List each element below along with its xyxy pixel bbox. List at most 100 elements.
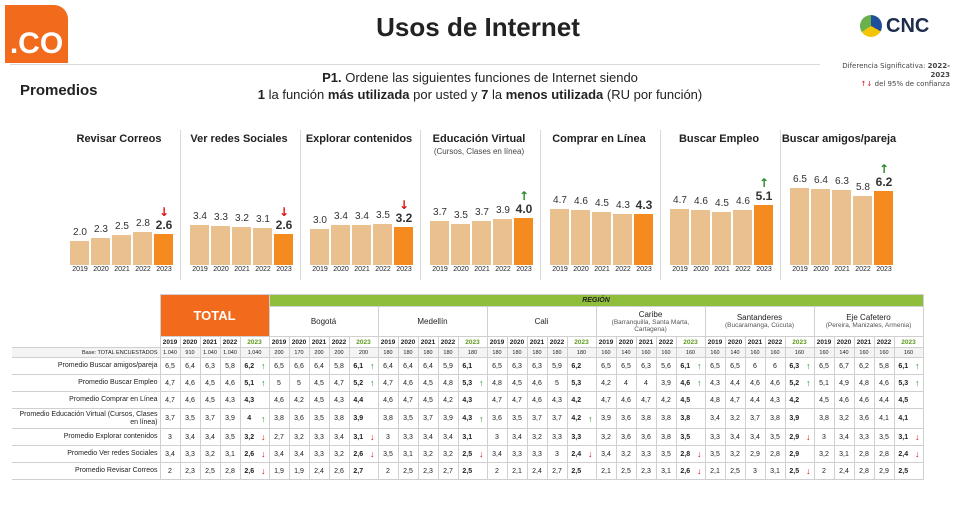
cell-value: 4,5 [417, 391, 439, 409]
cell-value: 4,2 [784, 391, 803, 409]
cell-value: 2,9 [784, 428, 803, 446]
cell-value: 4 [635, 374, 657, 392]
data-label: 5.1 [755, 188, 773, 203]
year-tick: 2020 [333, 266, 349, 273]
cell-value: 6,4 [377, 357, 399, 375]
cell-value: 3,4 [486, 445, 508, 463]
trend-cell [585, 462, 597, 480]
cell-value: 6,3 [784, 357, 803, 375]
cell-value: 6,1 [457, 357, 476, 375]
cell-value: 3,1 [397, 445, 419, 463]
least-used-label: menos utilizada [505, 87, 604, 102]
blank-cell [12, 337, 160, 348]
cell-value: 4,7 [397, 391, 419, 409]
data-label: 6.4 [814, 175, 828, 187]
cell-value: 2,5 [724, 462, 746, 480]
base-value: 160 [655, 347, 677, 358]
table-row: Promedio Revisar Correos 2 2,3 2,5 2,8 2,6 ↓ 1,… [12, 462, 924, 480]
cell-value: 3,3 [179, 445, 201, 463]
trend-cell [476, 462, 488, 480]
cell-value: 3 [159, 428, 181, 446]
chart-panel-6: Buscar amigos/pareja 6.5 2019 6.4 2020 6.3 202… [780, 130, 898, 280]
cell-value: 2,5 [397, 462, 419, 480]
base-value: 140 [615, 347, 637, 358]
page-title: Usos de Internet [376, 12, 580, 42]
data-label: 4.0 [515, 201, 533, 216]
header-row-groups: Bogotá Medellín Cali Caribe (Barranquilla, S… [12, 306, 924, 337]
cell-value: 3,8 [675, 408, 694, 429]
cell-value: 4,5 [199, 374, 221, 392]
bar [634, 214, 653, 265]
cell-value: 2,4 [833, 462, 855, 480]
data-label: 2.5 [115, 221, 129, 233]
year-tick: 2023 [516, 266, 532, 273]
data-label: 2.8 [136, 217, 150, 229]
trend-cell [367, 462, 379, 480]
arrow-down-icon: ↓ [912, 428, 924, 446]
year-tick: 2022 [495, 266, 511, 273]
cell-value: 4,9 [833, 374, 855, 392]
cell-value: 4,2 [595, 374, 617, 392]
data-label: 3.3 [214, 211, 228, 223]
year-header: 2022 [764, 336, 786, 348]
cell-value: 5,3 [457, 374, 476, 392]
cell-value: 3,3 [526, 445, 548, 463]
year-tick: 2021 [714, 266, 730, 273]
data-label: 4.3 [635, 198, 653, 212]
cell-value: 2,5 [566, 462, 585, 480]
base-value: 160 [893, 347, 924, 358]
year-tick: 2019 [312, 266, 328, 273]
chart-panels: Revisar Correos 2.0 2019 2.3 2020 2.5 2021 2.8 2… [60, 130, 898, 280]
arrow-up-icon: ↑ [518, 188, 530, 203]
bar [331, 224, 350, 265]
cell-value: 6,5 [486, 357, 508, 375]
cell-value: 2,8 [853, 445, 875, 463]
cell-value: 3,3 [308, 445, 330, 463]
cell-value: 6,4 [417, 357, 439, 375]
cell-value: 2,6 [675, 462, 694, 480]
cell-value: 2,4 [893, 445, 912, 463]
year-tick: 2019 [672, 266, 688, 273]
panel-subtitle: (Cursos, Clases en línea) [433, 147, 525, 156]
bar [373, 223, 392, 265]
cell-value: 2,5 [893, 462, 912, 480]
panel-title: Educación Virtual [432, 133, 526, 145]
cell-value: 2,8 [219, 462, 241, 480]
cell-value: 4,4 [724, 374, 746, 392]
cell-value: 4,6 [397, 374, 419, 392]
arrow-down-icon: ↓ [367, 428, 379, 446]
cell-value: 6,5 [724, 357, 746, 375]
table-row: Promedio Comprar en Línea 4,7 4,6 4,5 4,3 4,3… [12, 391, 924, 409]
cell-value: 6,1 [348, 357, 367, 375]
arrow-down-icon: ↓ [278, 205, 290, 220]
cell-value: 3,4 [417, 428, 439, 446]
panel-divider [420, 130, 421, 280]
cell-value: 6,3 [635, 357, 657, 375]
bar [310, 229, 329, 265]
cell-value: 2,7 [268, 428, 290, 446]
cell-value: 4,6 [853, 391, 875, 409]
cell-value: 4 [239, 408, 258, 429]
cell-value: 3,6 [635, 428, 657, 446]
arrow-down-icon: ↓ [367, 445, 379, 463]
trend-cell [367, 408, 379, 429]
table-row: Promedio Buscar Empleo 4,7 4,6 4,5 4,6 5,1 ↑ 5 5… [12, 374, 924, 392]
bar [571, 210, 590, 265]
header-divider [10, 64, 820, 65]
cell-value: 4,1 [893, 408, 912, 429]
cell-value: 3,9 [655, 374, 677, 392]
panel-divider [780, 130, 781, 280]
panel-title: Ver redes Sociales [190, 133, 288, 145]
data-label: 4.6 [574, 196, 588, 208]
data-label: 2.0 [73, 227, 87, 239]
base-value: 1.040 [159, 347, 181, 358]
bar [754, 204, 773, 265]
base-value: 180 [397, 347, 419, 358]
panel-title: Revisar Correos [76, 133, 162, 145]
arrow-down-icon: ↓ [476, 445, 488, 463]
year-tick: 2020 [573, 266, 589, 273]
cell-value: 3,8 [268, 408, 290, 429]
cell-value: 3 [546, 445, 568, 463]
year-tick: 2020 [93, 266, 109, 273]
year-tick: 2022 [135, 266, 151, 273]
